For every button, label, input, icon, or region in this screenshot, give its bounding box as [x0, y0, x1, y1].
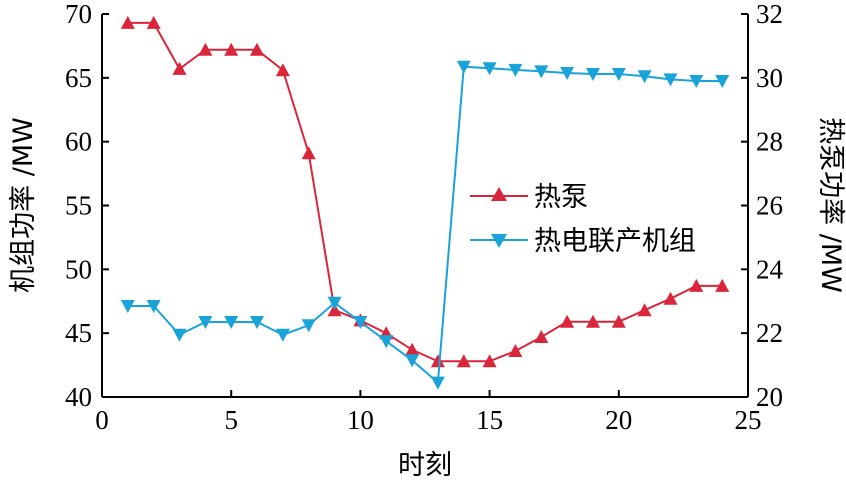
- left-y-tick-label: 60: [65, 127, 92, 157]
- series-1-point: [637, 70, 652, 84]
- left-y-tick-label: 70: [65, 0, 92, 29]
- legend-marker-heat-pump: [491, 187, 507, 201]
- series-0-point: [172, 61, 187, 75]
- right-y-tick-label: 20: [756, 382, 783, 412]
- series-1-point: [586, 68, 600, 81]
- series-1-point: [275, 328, 290, 342]
- legend: 热泵 热电联产机组: [470, 182, 696, 257]
- left-y-tick-label: 50: [65, 254, 92, 284]
- right-y-tick-label: 30: [756, 63, 783, 93]
- right-y-tick-label: 26: [756, 191, 783, 221]
- series-1-point: [224, 316, 239, 329]
- series-1-point: [611, 68, 626, 81]
- series-1-point: [250, 316, 264, 329]
- left-y-axis-ticks: 40 45 50 55 60 65 70: [65, 0, 109, 412]
- right-y-axis-title: 热泵功率 /MW: [815, 117, 846, 293]
- x-tick-label: 0: [95, 405, 109, 435]
- left-y-tick-label: 40: [65, 382, 92, 412]
- series-0-point: [611, 314, 626, 328]
- series-0-point: [534, 330, 549, 343]
- series-0-point: [689, 278, 704, 292]
- series-0-point: [250, 42, 264, 56]
- series-1-point: [405, 354, 420, 368]
- series-0-point: [224, 42, 239, 56]
- series-1-point: [715, 75, 730, 88]
- series-line-0: [127, 21, 723, 363]
- series-0-point: [146, 15, 161, 29]
- series-1-point: [508, 63, 523, 77]
- left-y-axis-title: 机组功率 /MW: [8, 117, 39, 293]
- series-1-point: [353, 316, 368, 329]
- right-y-tick-label: 32: [756, 0, 783, 29]
- x-tick-label: 25: [735, 405, 762, 435]
- series-1-point: [430, 376, 445, 390]
- legend-label-heat-pump: 热泵: [534, 182, 588, 213]
- legend-label-chp: 热电联产机组: [534, 226, 696, 257]
- series-1-point: [456, 60, 471, 74]
- series-1-point: [146, 300, 161, 313]
- x-tick-label: 15: [476, 405, 503, 435]
- series-0-point: [482, 354, 497, 368]
- legend-marker-chp: [491, 234, 507, 248]
- x-tick-label: 5: [224, 405, 238, 435]
- series-0-point: [508, 344, 523, 357]
- series-0-point: [198, 42, 213, 56]
- x-tick-label: 20: [605, 405, 632, 435]
- right-y-tick-label: 22: [756, 318, 783, 348]
- series-0-point: [586, 314, 600, 328]
- series-0-point: [120, 15, 135, 29]
- right-y-tick-label: 28: [756, 127, 783, 157]
- series-1-point: [198, 316, 213, 329]
- series-0-point: [715, 278, 730, 292]
- right-y-tick-label: 24: [756, 254, 784, 284]
- series-line-1: [127, 65, 723, 385]
- series-1-point: [327, 296, 342, 310]
- x-axis-ticks: 0 5 10 15 20 25: [95, 390, 762, 435]
- series-1-point: [301, 319, 316, 333]
- series-0-point: [430, 354, 445, 368]
- left-y-tick-label: 55: [65, 191, 92, 221]
- series-1-point: [534, 65, 549, 79]
- series-1-point: [172, 328, 187, 342]
- x-tick-label: 10: [347, 405, 374, 435]
- series-0-point: [663, 291, 678, 305]
- left-y-tick-label: 65: [65, 63, 92, 93]
- series-0-point: [405, 342, 420, 356]
- series-0-point: [560, 314, 575, 328]
- series-0-point: [456, 354, 471, 368]
- series-0-point: [637, 303, 652, 317]
- series-1-point: [663, 73, 678, 87]
- right-y-axis-ticks: 20 22 24 26 28 30 32: [741, 0, 784, 412]
- series-layer: [120, 15, 730, 390]
- series-1-point: [379, 335, 394, 349]
- series-0-point: [275, 63, 290, 77]
- x-axis-title: 时刻: [398, 450, 452, 481]
- series-1-point: [689, 75, 704, 88]
- series-1-point: [560, 67, 575, 80]
- left-y-tick-label: 45: [65, 318, 92, 348]
- series-0-point: [301, 146, 316, 160]
- series-1-point: [120, 300, 135, 313]
- plot-frame: [101, 14, 749, 398]
- series-1-point: [482, 62, 497, 76]
